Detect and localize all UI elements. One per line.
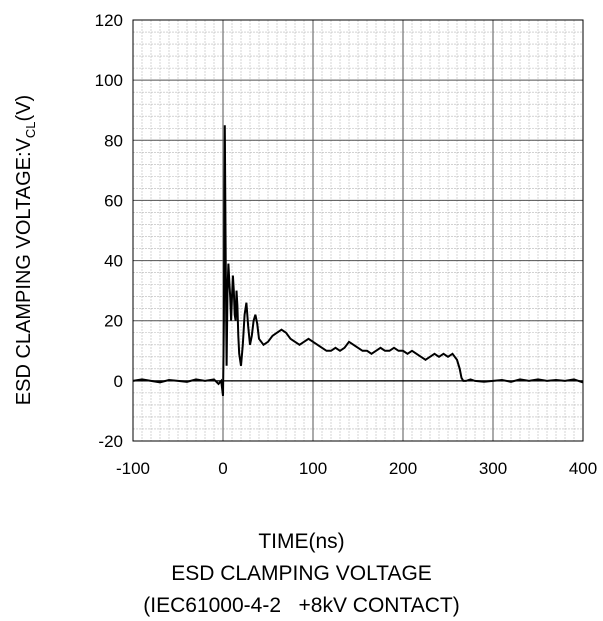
y-tick-label: 40 — [104, 252, 123, 271]
chart-title: ESD CLAMPING VOLTAGE — [171, 562, 432, 585]
x-tick-label: 400 — [569, 459, 597, 478]
minor-grid — [132, 19, 584, 442]
x-tick-label: -100 — [116, 459, 150, 478]
x-tick-labels: -100 0 100 200 300 400 — [116, 459, 597, 478]
y-axis-label: ESD CLAMPING VOLTAGE:VCL(V) — [13, 95, 38, 405]
x-tick-label: 0 — [218, 459, 227, 478]
y-tick-label: 80 — [104, 131, 123, 150]
y-tick-label: 120 — [95, 11, 123, 30]
y-tick-label: 100 — [95, 71, 123, 90]
y-tick-label: 60 — [104, 191, 123, 210]
x-tick-label: 100 — [299, 459, 327, 478]
y-tick-label: -20 — [98, 432, 123, 451]
y-tick-label: 0 — [114, 372, 123, 391]
x-axis-label: TIME(ns) — [258, 530, 345, 553]
y-tick-labels: -20 0 20 40 60 80 100 120 — [95, 11, 123, 451]
chart-subtitle: (IEC61000-4-2 +8kV CONTACT) — [143, 594, 460, 617]
x-tick-label: 200 — [389, 459, 417, 478]
series-line — [132, 125, 584, 397]
x-tick-label: 300 — [479, 459, 507, 478]
y-tick-label: 20 — [104, 312, 123, 331]
plot-frame — [132, 19, 584, 442]
